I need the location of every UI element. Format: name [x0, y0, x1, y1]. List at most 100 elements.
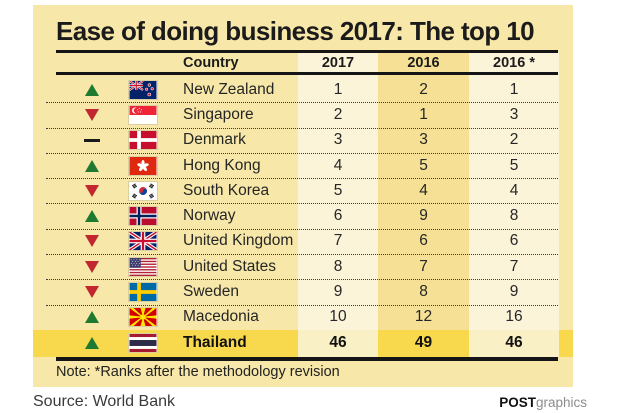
source-caption: Source: World Bank [33, 393, 175, 410]
trend-cell [33, 279, 128, 304]
country-name: South Korea [183, 181, 270, 199]
table-row: United Kingdom 7 6 6 [33, 229, 573, 256]
trend-down-icon [85, 108, 99, 121]
rank-2016: 2 [419, 80, 428, 98]
rank-2016: 8 [419, 283, 428, 301]
divider-bottom [56, 357, 558, 361]
trend-up-icon [85, 210, 99, 223]
row-separator [46, 254, 558, 256]
divider-under-title [56, 50, 558, 53]
trend-up-icon [85, 83, 99, 96]
trend-down-icon [85, 235, 99, 248]
rank-2017: 2 [333, 105, 343, 123]
rank-2016: 49 [414, 334, 433, 352]
trend-up-icon [85, 311, 99, 324]
table-row: Sweden 9 8 9 [33, 279, 573, 306]
row-separator [46, 127, 558, 129]
rank-2017: 4 [333, 156, 343, 174]
trend-cell [33, 305, 128, 330]
rank-2016: 9 [419, 207, 428, 225]
rank-2016-revised: 16 [505, 308, 523, 326]
trend-cell [33, 254, 128, 279]
rank-2017: 7 [333, 232, 343, 250]
rank-2017: 8 [333, 257, 343, 275]
flag-south-korea-icon [128, 180, 158, 201]
rank-2016-revised: 2 [509, 131, 519, 149]
infographic-panel: Ease of doing business 2017: The top 10 … [33, 5, 573, 387]
rank-2016-revised: 9 [509, 283, 519, 301]
flag-united-kingdom-icon [128, 231, 158, 252]
flag-new-zealand-icon [128, 79, 158, 100]
country-name: Thailand [183, 334, 247, 352]
trend-down-icon [85, 260, 99, 273]
trend-cell [33, 77, 128, 102]
flag-denmark-icon [128, 130, 158, 151]
trend-same-icon [84, 138, 100, 142]
flag-macedonia-icon [128, 307, 158, 328]
rank-2017: 3 [333, 131, 343, 149]
country-name: Hong Kong [183, 156, 261, 174]
rank-2017: 6 [333, 207, 343, 225]
row-separator [46, 228, 558, 230]
country-name: United Kingdom [183, 232, 294, 250]
rank-2016: 1 [419, 105, 428, 123]
table-body: New Zealand 1 2 1 Singapore 2 1 3 Denmark 3 3 2 Hong… [33, 77, 573, 357]
rank-2016-revised: 6 [509, 232, 519, 250]
column-header-2016-revised: 2016 * [493, 55, 535, 71]
column-header-country: Country [183, 55, 239, 71]
table-row: South Korea 5 4 4 [33, 178, 573, 205]
rank-2016: 12 [414, 308, 433, 326]
trend-cell [33, 203, 128, 228]
rank-2017: 1 [333, 80, 343, 98]
country-name: New Zealand [183, 80, 275, 98]
rank-2016-revised: 46 [469, 329, 559, 357]
trend-cell [33, 102, 128, 127]
credit-bold: POST [499, 395, 536, 410]
country-name: Macedonia [183, 308, 259, 326]
column-header-2016: 2016 [407, 55, 440, 71]
flag-united-states-icon [128, 256, 158, 277]
trend-cell [33, 330, 128, 357]
trend-down-icon [85, 184, 99, 197]
rank-2016: 7 [419, 257, 428, 275]
trend-cell [33, 153, 128, 178]
rank-2017: 5 [333, 181, 343, 199]
rank-2016-revised: 1 [509, 80, 519, 98]
rank-2016: 3 [419, 131, 428, 149]
table-row: Thailand 46 49 46 [33, 329, 573, 357]
row-separator [46, 152, 558, 154]
rank-2017: 10 [329, 308, 347, 326]
footnote: Note: *Ranks after the methodology revis… [56, 364, 340, 380]
trend-up-icon [85, 159, 99, 172]
row-separator [46, 203, 558, 205]
rank-2016-revised: 3 [509, 105, 519, 123]
flag-singapore-icon [128, 104, 158, 125]
row-separator [46, 102, 558, 104]
table-row: Macedonia 10 12 16 [33, 305, 573, 331]
country-name: Sweden [183, 283, 240, 301]
country-name: Denmark [183, 131, 246, 149]
chart-title: Ease of doing business 2017: The top 10 [56, 16, 535, 46]
flag-norway-icon [128, 206, 158, 227]
credit-caption: POSTgraphics [499, 395, 587, 410]
country-name: Norway [183, 207, 236, 225]
rank-2017: 46 [298, 329, 378, 357]
country-name: Singapore [183, 105, 254, 123]
rank-2016-revised: 4 [509, 181, 519, 199]
rank-2016-revised: 8 [509, 207, 519, 225]
country-name: United States [183, 257, 277, 275]
trend-up-icon [85, 337, 99, 350]
table-row: Norway 6 9 8 [33, 203, 573, 230]
credit-light: graphics [535, 395, 587, 410]
flag-thailand-icon [128, 333, 158, 354]
column-header-2017: 2017 [321, 55, 355, 71]
rank-2016-revised: 7 [509, 257, 519, 275]
flag-sweden-icon [128, 282, 158, 303]
table-row: Singapore 2 1 3 [33, 102, 573, 129]
rank-2016: 5 [419, 156, 428, 174]
rank-2017: 9 [333, 283, 343, 301]
row-separator [46, 178, 558, 180]
trend-cell [33, 178, 128, 203]
rank-2016-revised: 5 [509, 156, 519, 174]
